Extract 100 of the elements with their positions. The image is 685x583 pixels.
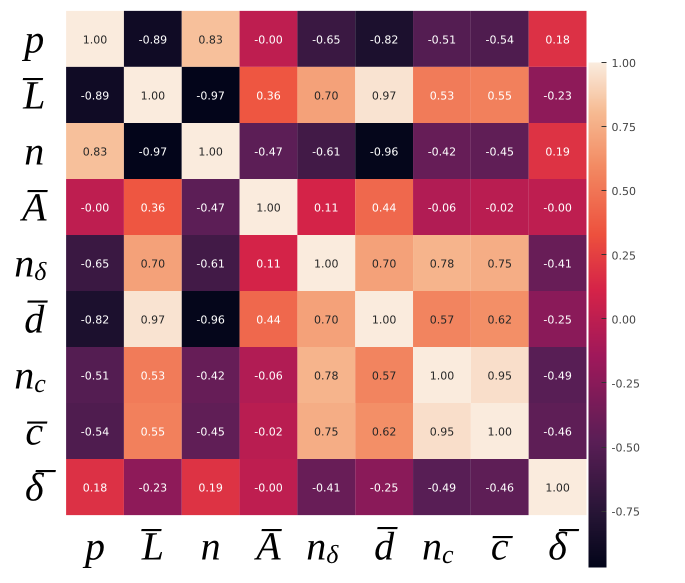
- color-bar-label: -0.75: [612, 506, 640, 519]
- data-label: 0.75: [314, 426, 339, 439]
- data-label: 0.97: [140, 314, 166, 327]
- y-tick-label: δ̅: [25, 464, 57, 510]
- x-tick-label: c̅: [490, 523, 514, 568]
- color-bar-label: 0.00: [612, 313, 636, 326]
- data-label: -0.49: [543, 370, 572, 383]
- data-label: 0.36: [140, 201, 166, 214]
- data-label: 0.70: [314, 89, 339, 102]
- data-label: 0.83: [82, 145, 108, 158]
- data-label: 0.44: [256, 314, 281, 327]
- color-bar-label: 0.25: [612, 249, 636, 262]
- data-label: -0.65: [312, 33, 341, 46]
- y-tick-label: L̅: [22, 72, 46, 118]
- data-label: 0.57: [430, 314, 454, 327]
- x-tick-label: n: [200, 523, 221, 568]
- data-label: -0.02: [486, 201, 514, 214]
- data-label: 1.00: [256, 201, 281, 214]
- data-label: 0.78: [430, 257, 454, 270]
- color-bar-label: 0.75: [612, 121, 636, 134]
- data-label: 1.00: [488, 426, 512, 439]
- y-tick-label: nδ: [14, 240, 48, 286]
- data-label: -0.02: [254, 426, 283, 439]
- data-label: -0.41: [543, 257, 572, 270]
- data-label: 1.00: [314, 257, 339, 270]
- data-label: 0.11: [314, 201, 339, 214]
- data-label: -0.25: [543, 314, 572, 327]
- data-label: 0.83: [198, 33, 223, 46]
- data-label: -0.97: [138, 145, 168, 158]
- data-label: -0.96: [196, 314, 225, 327]
- data-label: -0.47: [254, 145, 283, 158]
- color-bar-label: -0.50: [612, 442, 640, 455]
- x-tick-label: nδ: [306, 523, 340, 569]
- data-label: -0.42: [428, 145, 456, 158]
- y-tick-label: n: [24, 128, 44, 174]
- data-label: -0.45: [486, 145, 514, 158]
- data-label: 0.18: [545, 33, 570, 46]
- data-label: -0.97: [196, 89, 225, 102]
- data-label: -0.51: [80, 370, 110, 383]
- data-label: 0.70: [140, 257, 166, 270]
- data-label: -0.49: [428, 482, 456, 495]
- y-tick-label: d̅: [24, 296, 49, 342]
- data-label: -0.41: [312, 482, 341, 495]
- data-label: 1.00: [140, 89, 166, 102]
- data-label: -0.45: [196, 426, 225, 439]
- data-label: 0.19: [198, 482, 223, 495]
- data-label: 0.70: [372, 257, 396, 270]
- data-label: 0.97: [372, 89, 396, 102]
- x-tick-label: p: [82, 523, 106, 568]
- data-label: 0.70: [314, 314, 339, 327]
- data-label: -0.89: [80, 89, 110, 102]
- data-label: -0.47: [196, 201, 225, 214]
- data-label: -0.51: [428, 33, 456, 46]
- data-label: -0.42: [196, 370, 225, 383]
- data-label: 0.18: [82, 482, 108, 495]
- y-tick-label: nc: [14, 352, 46, 398]
- color-bar-label: 0.50: [612, 185, 636, 198]
- data-label: 1.00: [82, 33, 108, 46]
- data-label: -0.00: [254, 482, 283, 495]
- data-label: -0.82: [370, 33, 398, 46]
- color-bar-label: 1.00: [612, 57, 636, 70]
- data-label: 0.78: [314, 370, 339, 383]
- data-label: -0.23: [138, 482, 168, 495]
- data-label: -0.89: [138, 33, 168, 46]
- y-tick-label: c̅: [25, 408, 48, 454]
- color-bar-label: -0.25: [612, 377, 640, 390]
- x-tick-label: δ̅: [548, 523, 580, 568]
- data-label: -0.54: [80, 426, 110, 439]
- data-label: -0.00: [254, 33, 283, 46]
- data-label: -0.61: [196, 257, 225, 270]
- x-tick-label: A̅: [253, 523, 283, 568]
- data-label: -0.61: [312, 145, 341, 158]
- data-label: -0.25: [370, 482, 398, 495]
- data-label: 0.53: [140, 370, 166, 383]
- data-label: -0.82: [80, 314, 110, 327]
- data-label: 0.55: [140, 426, 166, 439]
- data-label: 0.19: [545, 145, 570, 158]
- x-tick-label: d̅: [374, 523, 398, 568]
- data-label: 0.11: [256, 257, 281, 270]
- data-label: 0.36: [256, 89, 281, 102]
- data-label: -0.00: [80, 201, 110, 214]
- data-label: -0.46: [543, 426, 572, 439]
- data-label: 0.55: [488, 89, 512, 102]
- data-label: 0.95: [430, 426, 454, 439]
- data-label: 0.53: [430, 89, 454, 102]
- data-label: 1.00: [372, 314, 396, 327]
- data-label: 1.00: [198, 145, 223, 158]
- data-label: 0.44: [372, 201, 396, 214]
- data-label: -0.65: [80, 257, 110, 270]
- y-tick-label: A̅: [19, 184, 48, 230]
- x-tick-label: L̅: [140, 523, 164, 568]
- data-label: -0.54: [486, 33, 514, 46]
- data-label: -0.46: [486, 482, 514, 495]
- data-label: 1.00: [430, 370, 454, 383]
- data-label: -0.00: [543, 201, 572, 214]
- data-label: 0.57: [372, 370, 396, 383]
- data-label: 1.00: [545, 482, 570, 495]
- y-tick-label: p: [21, 16, 44, 62]
- data-label: 0.62: [488, 314, 512, 327]
- data-label: 0.62: [372, 426, 396, 439]
